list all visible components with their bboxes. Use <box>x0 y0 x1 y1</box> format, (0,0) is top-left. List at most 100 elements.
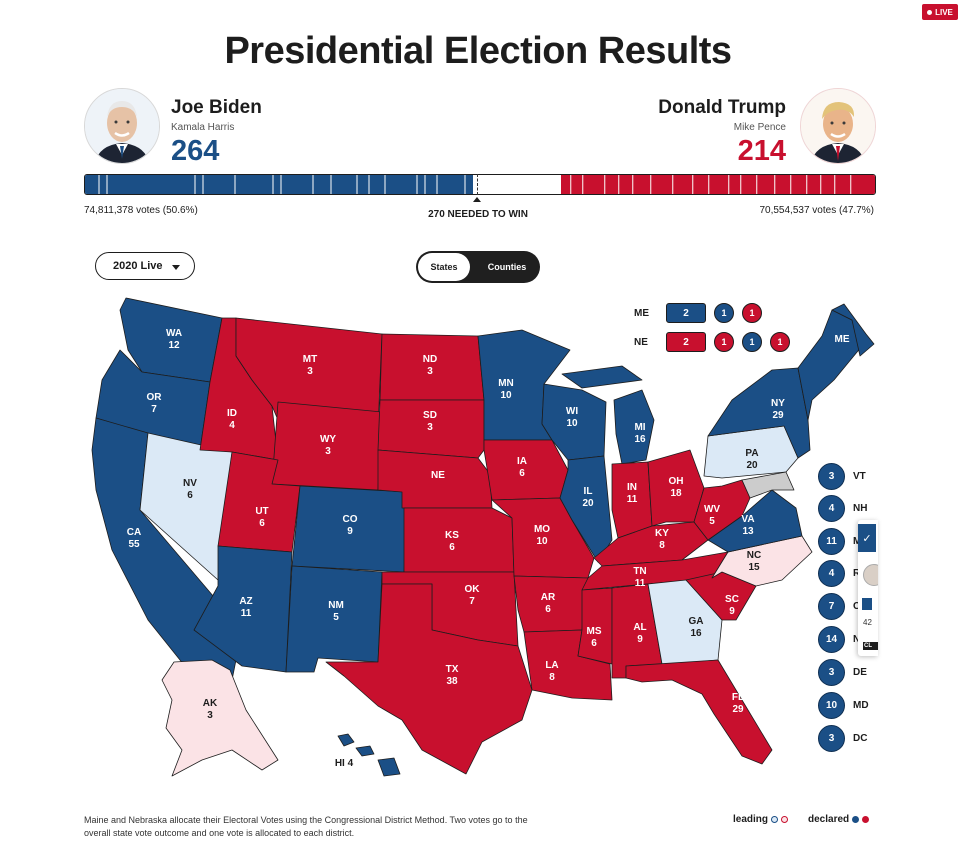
toggle-states-button[interactable]: States <box>418 253 470 281</box>
state-KS[interactable] <box>403 507 515 573</box>
small-state-abbr: M <box>853 536 861 547</box>
state-IA[interactable] <box>483 439 569 501</box>
state-detail-popup[interactable]: ✓ 42 CL <box>858 520 878 656</box>
state-label-wy: WY 3 <box>320 434 336 457</box>
state-MI[interactable] <box>561 365 655 465</box>
small-state-vt[interactable]: 3 VT <box>818 463 866 490</box>
ne-district-3[interactable]: 1 <box>770 332 790 352</box>
state-label-id: ID 4 <box>227 408 237 431</box>
small-state-md[interactable]: 10 MD <box>818 692 869 719</box>
state-IL[interactable] <box>559 455 613 563</box>
state-label-pa: PA 20 <box>745 448 758 471</box>
biden-name: Joe Biden <box>171 97 262 118</box>
state-label-nv: NV 6 <box>183 478 197 501</box>
small-state-ma[interactable]: 11 M <box>818 528 861 555</box>
state-TX[interactable] <box>325 583 533 775</box>
legend-declared-label: declared <box>808 814 850 825</box>
small-state-de[interactable]: 3 DE <box>818 659 867 686</box>
legend-declared: declared <box>808 814 870 825</box>
state-label-ny: NY 29 <box>771 398 785 421</box>
state-label-or: OR 7 <box>147 392 163 415</box>
state-label-va: VA 13 <box>741 514 754 537</box>
split-state-ne-label: NE <box>634 336 648 348</box>
state-MD[interactable] <box>741 471 795 499</box>
popup-value: 42 <box>863 618 872 627</box>
popup-vote-bar <box>862 598 872 610</box>
state-label-la: LA 8 <box>545 660 558 683</box>
checkmark-icon: ✓ <box>858 524 876 552</box>
live-label: LIVE <box>935 7 953 17</box>
legend-leading: leading <box>733 814 789 825</box>
trump-running-mate: Mike Pence <box>733 122 786 133</box>
trump-popular-vote: 70,554,537 votes (47.7%) <box>759 205 874 216</box>
state-label-mi: MI 16 <box>634 422 646 445</box>
ne-district-1[interactable]: 1 <box>714 332 734 352</box>
small-state-abbr: VT <box>853 471 866 482</box>
me-district-1[interactable]: 1 <box>714 303 734 323</box>
state-label-ia: IA 6 <box>517 456 527 479</box>
state-label-ne: NE <box>431 470 445 481</box>
state-label-sc: SC 9 <box>725 594 739 617</box>
state-HI[interactable] <box>337 733 401 777</box>
state-SD[interactable] <box>377 399 485 459</box>
small-state-ev: 7 <box>818 593 845 620</box>
state-label-nc: NC 15 <box>747 550 761 573</box>
state-AK[interactable] <box>161 659 279 777</box>
state-label-oh: OH 18 <box>669 476 684 499</box>
live-badge: LIVE <box>922 4 958 20</box>
me-at-large-pill[interactable]: 2 <box>666 303 706 323</box>
live-dot-icon <box>927 9 933 15</box>
small-state-ev: 3 <box>818 725 845 752</box>
page-title: Presidential Election Results <box>224 30 732 72</box>
trump-name: Donald Trump <box>658 97 786 118</box>
small-state-ev: 11 <box>818 528 845 555</box>
state-label-ga: GA 16 <box>689 616 704 639</box>
small-state-abbr: NH <box>853 503 868 514</box>
state-label-ms: MS 6 <box>587 626 602 649</box>
split-state-ne: NE 2 1 1 1 <box>634 332 790 352</box>
state-label-tn: TN 11 <box>633 566 646 589</box>
electoral-vote-bar <box>84 174 876 195</box>
biden-avatar <box>84 88 160 164</box>
biden-running-mate: Kamala Harris <box>171 122 235 133</box>
state-label-ky: KY 8 <box>655 528 669 551</box>
state-label-me: ME <box>835 334 850 345</box>
state-AR[interactable] <box>513 575 589 633</box>
leading-dem-swatch <box>771 816 779 823</box>
state-label-sd: SD 3 <box>423 410 437 433</box>
state-ME[interactable] <box>831 303 875 357</box>
small-state-nh[interactable]: 4 NH <box>818 495 867 522</box>
small-state-nj[interactable]: 14 N <box>818 626 860 653</box>
declared-dem-swatch <box>852 816 860 823</box>
state-label-ca: CA 55 <box>127 527 141 550</box>
small-state-abbr: N <box>853 634 861 645</box>
trump-avatar <box>800 88 876 164</box>
trump-electoral-votes: 214 <box>737 135 786 167</box>
state-label-nd: ND 3 <box>423 354 437 377</box>
state-label-al: AL 9 <box>633 622 646 645</box>
win-threshold-marker <box>477 174 478 195</box>
biden-popular-vote: 74,811,378 votes (50.6%) <box>84 205 198 216</box>
small-state-dc[interactable]: 3 DC <box>818 725 867 752</box>
state-AZ[interactable] <box>193 545 293 673</box>
state-label-wi: WI 10 <box>566 406 578 429</box>
ne-at-large-pill[interactable]: 2 <box>666 332 706 352</box>
toggle-counties-button[interactable]: Counties <box>487 262 527 272</box>
legend-leading-label: leading <box>733 814 769 825</box>
ne-district-2[interactable]: 1 <box>742 332 762 352</box>
footnote-district-method: Maine and Nebraska allocate their Electo… <box>84 815 528 838</box>
leading-rep-swatch <box>781 816 789 823</box>
small-state-abbr: C <box>853 601 861 612</box>
state-label-mt: MT 3 <box>303 354 317 377</box>
state-label-az: AZ 11 <box>239 596 252 619</box>
rep-ev-fill <box>560 175 875 194</box>
declared-rep-swatch <box>862 816 870 823</box>
year-select[interactable]: 2020 Live <box>95 252 195 280</box>
me-district-2[interactable]: 1 <box>742 303 762 323</box>
state-label-nm: NM 5 <box>328 600 344 623</box>
state-FL[interactable] <box>625 659 773 765</box>
popup-candidate-avatar <box>863 564 878 586</box>
state-MS[interactable] <box>577 587 613 665</box>
